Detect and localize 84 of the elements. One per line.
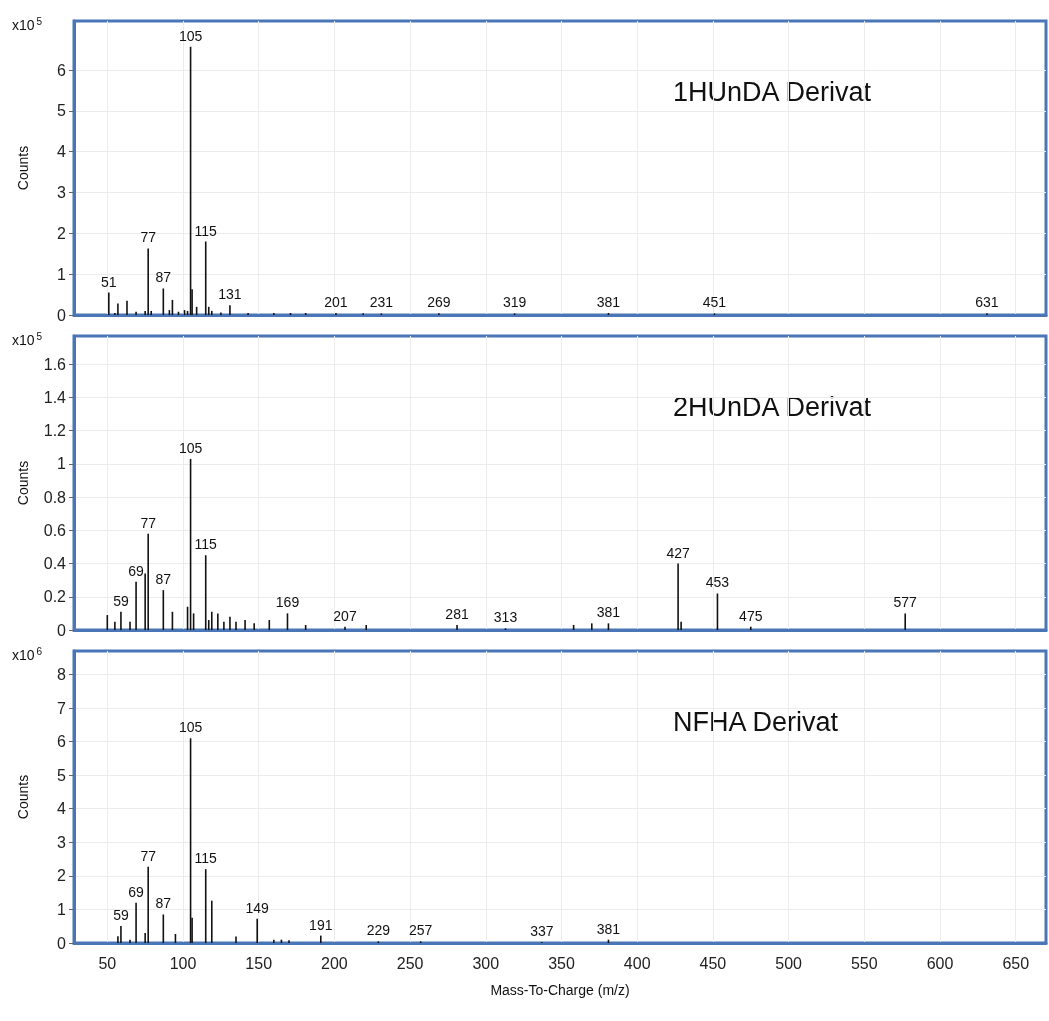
- x-tick-label: 250: [396, 954, 424, 972]
- annotation: 87: [155, 571, 172, 588]
- annotation: 453: [705, 574, 730, 591]
- y-tick-label: 0: [57, 306, 67, 324]
- annotation: 77: [140, 514, 157, 531]
- x-axis-title: Mass-To-Charge (m/z): [490, 982, 630, 998]
- annotation: 115: [194, 222, 218, 239]
- y-tick-label: 6: [57, 733, 67, 751]
- annotation: 59: [113, 592, 129, 609]
- y-tick-label: 1.2: [43, 422, 67, 440]
- y-axis-title: Counts: [15, 460, 31, 506]
- annotation: 451: [702, 294, 727, 311]
- y-tick-label: 8: [57, 665, 67, 683]
- annotation: 149: [245, 899, 270, 916]
- x-tick-label: 200: [321, 954, 348, 972]
- y-tick-label: 0: [57, 934, 67, 952]
- y-tick-label: 0.8: [43, 488, 67, 506]
- y-tick-label: 5: [57, 766, 67, 784]
- annotation: 381: [596, 920, 621, 937]
- annotation: 281: [445, 606, 469, 623]
- annotation: 319: [502, 294, 527, 311]
- annotation: 313: [493, 609, 518, 626]
- y-axis-title: Counts: [15, 145, 31, 191]
- annotation: 427: [666, 544, 690, 561]
- annotation: 269: [427, 294, 451, 311]
- annotation: 115: [194, 536, 218, 553]
- annotation: 169: [275, 594, 300, 611]
- x-tick-label: 550: [850, 954, 878, 972]
- y-tick-label: 3: [57, 833, 67, 851]
- y-tick-label: 0.6: [43, 521, 67, 539]
- annotation: 577: [893, 594, 918, 611]
- annotation: 105: [178, 27, 203, 44]
- y-axis-title: Counts: [15, 774, 31, 820]
- x-tick-label: 600: [926, 954, 954, 972]
- x-tick-label: 500: [775, 954, 803, 972]
- annotation: 77: [140, 229, 157, 246]
- y-tick-label: 2: [57, 867, 67, 885]
- y-tick-label: 4: [57, 143, 67, 161]
- x-tick-label: 100: [169, 954, 197, 972]
- annotation: 631: [975, 294, 999, 311]
- y-tick-label: 7: [57, 699, 67, 717]
- annotation: 229: [366, 922, 391, 939]
- annotation: 115: [194, 850, 218, 867]
- x-tick-label: 450: [699, 954, 727, 972]
- annotation: 475: [739, 607, 763, 624]
- annotation: 69: [128, 562, 145, 579]
- annotation: 51: [101, 273, 117, 290]
- y-tick-label: 6: [57, 61, 67, 79]
- annotation: 337: [530, 922, 554, 939]
- annotation: 59: [113, 906, 129, 923]
- annotation: 207: [333, 607, 357, 624]
- annotation: 87: [155, 269, 172, 286]
- y-tick-label: 2: [57, 224, 67, 242]
- annotation: 201: [324, 293, 348, 310]
- y-tick-label: 1: [57, 265, 67, 283]
- annotation: 231: [369, 294, 394, 311]
- y-tick-label: 4: [57, 800, 67, 818]
- y-tick-label: 1.4: [43, 388, 67, 406]
- y-tick-label: 1.6: [43, 355, 67, 373]
- y-tick-label: 0.2: [43, 588, 67, 606]
- x-tick-label: 350: [548, 954, 575, 972]
- annotation: 131: [218, 286, 242, 303]
- y-tick-label: 5: [57, 102, 67, 120]
- annotation: 381: [596, 604, 621, 621]
- y-tick-label: 1: [57, 900, 67, 918]
- annotation: 1HUnDA Derivat: [673, 76, 872, 107]
- annotation: 77: [140, 847, 157, 864]
- annotation: 105: [178, 719, 203, 736]
- annotation: 69: [128, 883, 145, 900]
- y-tick-label: 0: [57, 621, 67, 639]
- y-tick-label: 3: [57, 184, 67, 201]
- annotation: 191: [309, 916, 333, 933]
- x-tick-label: 50: [98, 954, 117, 972]
- x-tick-label: 650: [1002, 954, 1030, 972]
- annotation: 105: [178, 439, 203, 456]
- y-tick-label: 0.4: [43, 555, 67, 573]
- annotation: NFHA Derivat: [673, 706, 839, 737]
- annotation: 87: [155, 895, 172, 912]
- x-tick-label: 150: [245, 954, 273, 972]
- x-tick-label: 400: [623, 954, 651, 972]
- x-tick-label: 300: [472, 954, 500, 972]
- annotation: 257: [409, 922, 433, 939]
- annotation: 381: [596, 293, 621, 310]
- y-tick-label: 1: [57, 455, 67, 473]
